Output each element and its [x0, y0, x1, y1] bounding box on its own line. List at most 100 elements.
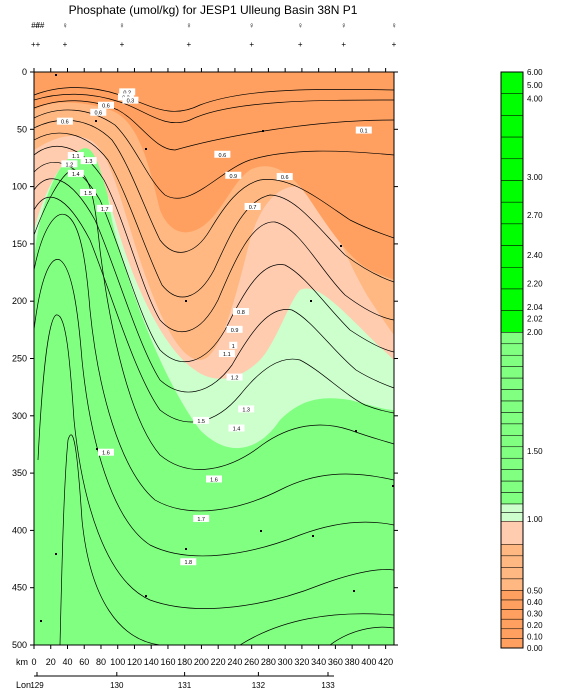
colorbar-label: 2.00: [527, 328, 543, 337]
contour-label: 0.6: [102, 104, 110, 110]
colorbar-swatch: [500, 267, 524, 290]
colorbar-swatch: [500, 599, 524, 610]
contour-label: 0.9: [229, 174, 237, 180]
contour-label-bg: [67, 169, 84, 177]
x-tick-label: 220: [211, 657, 226, 667]
contour-label: 0.6: [281, 175, 289, 181]
x-tick-label: 80: [96, 657, 106, 667]
x-tick-label: 120: [127, 657, 142, 667]
x-tick-label: 400: [361, 657, 376, 667]
contour-line: [34, 196, 394, 423]
station-plus-marker: +: [298, 40, 303, 49]
station-plus-marker: +: [63, 40, 68, 49]
contour-line: [34, 100, 394, 151]
sample-dot: [353, 590, 355, 592]
sample-dot: [392, 485, 394, 487]
sample-dot: [262, 130, 264, 132]
colorbar-label: 0.50: [527, 586, 543, 595]
contour-line: [34, 213, 394, 512]
station-plus-marker: +: [120, 40, 125, 49]
colorbar-swatch: [500, 93, 524, 116]
contour-label-bg: [226, 373, 243, 381]
contour-label: 1.3: [242, 407, 250, 413]
colorbar-swatch: [500, 457, 524, 470]
colorbar-swatch: [500, 590, 524, 601]
lon-tick-label: 132: [252, 681, 266, 690]
station-marker: ##: [35, 21, 44, 30]
colorbar-swatch: [500, 469, 524, 482]
colorbar-swatch: [500, 412, 524, 425]
sample-dot: [55, 74, 57, 76]
colorbar-swatch: [500, 638, 524, 649]
colorbar-swatch: [500, 310, 524, 333]
contour-line: [34, 259, 394, 557]
contour-label-bg: [61, 160, 78, 168]
station-plus-marker: +: [187, 40, 192, 49]
contour-label: 1.1: [72, 154, 80, 160]
colorbar-label: 3.00: [527, 173, 543, 182]
contour-label-bg: [90, 108, 107, 116]
station-marker: ♀: [62, 21, 68, 30]
x-tick-label: 260: [244, 657, 259, 667]
lon-tick-label: 131: [178, 681, 192, 690]
colorbar-label: 2.02: [527, 315, 543, 324]
contour-label-bg: [67, 152, 84, 160]
y-tick-label: 250: [12, 354, 27, 364]
y-tick-label: 350: [12, 468, 27, 478]
contour-label-bg: [96, 204, 113, 212]
y-tick-label: 100: [12, 182, 27, 192]
contour-label: 1.1: [223, 352, 231, 358]
x-tick-label: 280: [261, 657, 276, 667]
contour-label-bg: [276, 173, 293, 181]
contour-label-bg: [226, 325, 243, 333]
colorbar-label: 0.20: [527, 621, 543, 630]
contour-line: [34, 178, 394, 393]
colorbar-swatch: [500, 332, 524, 345]
section-plot-area: 0.20.30.30.60.60.61.11.21.31.41.51.70.90…: [33, 71, 395, 646]
colorbar-label: 0.30: [527, 609, 543, 618]
contour-label-bg: [80, 188, 96, 196]
lon-axis-title: Lon: [16, 680, 31, 690]
contour-line: [34, 162, 394, 363]
contour-label-bg: [119, 88, 136, 96]
colorbar-swatch: [500, 343, 524, 356]
x-tick-label: 420: [378, 657, 393, 667]
colorbar-label: 0.10: [527, 632, 543, 641]
y-tick-label: 400: [12, 525, 27, 535]
contour-label: 1.4: [233, 427, 241, 433]
x-tick-label: 100: [110, 657, 125, 667]
y-tick-label: 200: [12, 296, 27, 306]
contour-label: 0.1: [360, 129, 368, 135]
y-tick-label: 150: [12, 239, 27, 249]
fill-orange: [34, 72, 394, 280]
contour-line: [37, 314, 394, 609]
contour-label: 1.5: [84, 191, 92, 197]
y-tick-label: 0: [22, 67, 27, 77]
contour-label: 1.6: [210, 477, 218, 483]
colorbar-label: 2.20: [527, 279, 543, 288]
sample-dot: [145, 595, 147, 597]
contour-label-bg: [180, 558, 197, 566]
contour-label: 1.7: [101, 207, 109, 213]
x-tick-label: 60: [79, 657, 89, 667]
x-tick-label: 180: [177, 657, 192, 667]
x-tick-label: 20: [46, 657, 56, 667]
y-axis: 0 50 100 150 200 250 300 350 400 450 500: [12, 67, 398, 650]
contour-line: [59, 434, 161, 645]
colorbar-swatch: [500, 288, 524, 311]
sample-dot: [355, 430, 357, 432]
station-marker: ♀: [249, 21, 255, 30]
colorbar-swatch: [500, 446, 524, 459]
y-tick-label: 500: [12, 640, 27, 650]
contour-label: 0.2: [123, 90, 131, 96]
colorbar-swatch: [500, 245, 524, 268]
contour-label: 1.7: [197, 517, 205, 523]
colorbar-swatch: [500, 512, 524, 522]
colorbar-label: 1.00: [527, 515, 543, 524]
contour-label-bg: [122, 96, 139, 104]
x-axis: 0 20 40 60 80 100 120 140 160 180 200 220 240 260 280 3…: [31, 68, 393, 667]
station-markers-top: #### ♀ ♀ ♀ ♀ ♀ ♀ ♀: [31, 21, 397, 30]
sample-dot: [340, 245, 342, 247]
lon-tick-label: 133: [321, 681, 335, 690]
colorbar: 6.00 5.00 4.00 3.00 2.70 2.40 2.20 2.04 2.02 2.00…: [500, 68, 543, 653]
